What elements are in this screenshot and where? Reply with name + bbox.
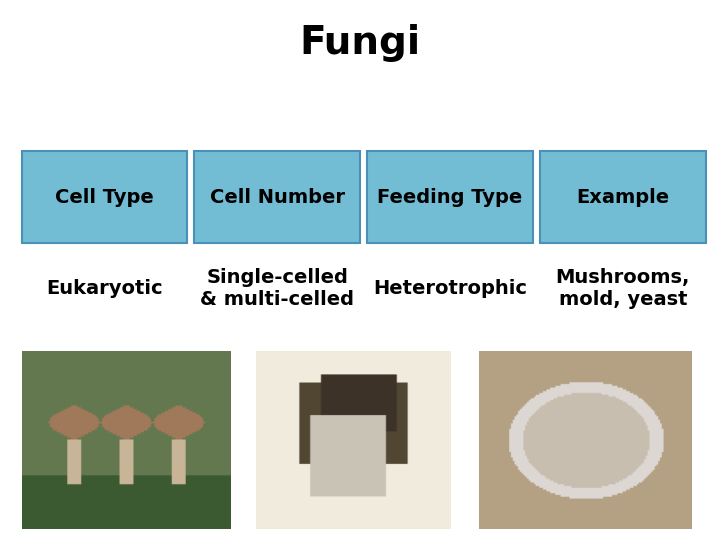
Text: Fungi: Fungi <box>300 24 420 62</box>
FancyBboxPatch shape <box>22 151 187 243</box>
Text: Eukaryotic: Eukaryotic <box>46 279 163 299</box>
Text: Example: Example <box>576 187 670 207</box>
Text: Feeding Type: Feeding Type <box>377 187 523 207</box>
FancyBboxPatch shape <box>540 151 706 243</box>
Text: Mushrooms,
mold, yeast: Mushrooms, mold, yeast <box>556 268 690 309</box>
Text: Cell Type: Cell Type <box>55 187 154 207</box>
Text: Single-celled
& multi-celled: Single-celled & multi-celled <box>200 268 354 309</box>
Text: Heterotrophic: Heterotrophic <box>373 279 527 299</box>
FancyBboxPatch shape <box>194 151 360 243</box>
FancyBboxPatch shape <box>367 151 533 243</box>
Text: Cell Number: Cell Number <box>210 187 345 207</box>
